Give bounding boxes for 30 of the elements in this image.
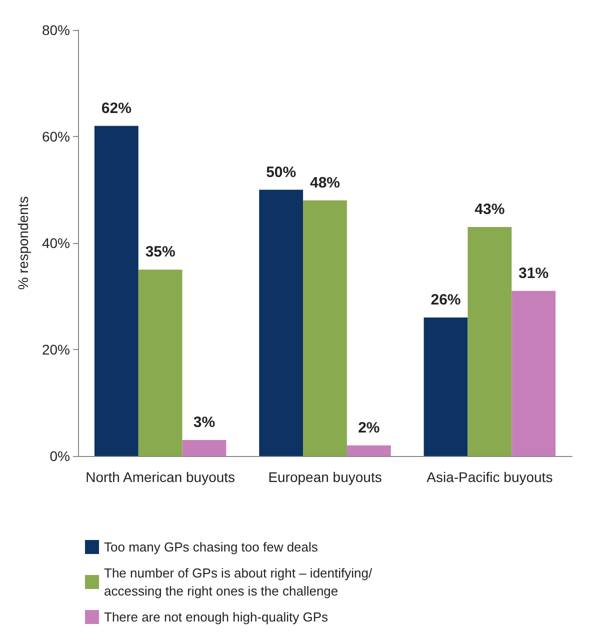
x-tick-label: North American buyouts — [86, 469, 236, 485]
data-label: 3% — [193, 414, 216, 432]
y-tick-label: 40% — [42, 235, 70, 251]
x-tick-label: European buyouts — [268, 469, 382, 485]
y-tick-label: 0% — [50, 448, 70, 464]
bar — [512, 290, 556, 456]
bar — [182, 440, 226, 456]
bar — [94, 126, 138, 456]
legend-label: The number of GPs is about right – identifying/accessing the right ones is the challenge — [104, 566, 372, 598]
data-label: 35% — [145, 244, 176, 261]
data-label: 62% — [101, 100, 132, 117]
bar — [259, 190, 304, 456]
data-label: 31% — [518, 264, 549, 282]
data-label: 50% — [266, 164, 296, 181]
x-tick-label: Asia-Pacific buyouts — [426, 469, 553, 485]
data-label: 48% — [310, 174, 340, 192]
y-tick-label: 80% — [42, 22, 70, 38]
bar — [303, 200, 347, 456]
legend-label: Too many GPs chasing too few deals — [104, 540, 318, 554]
y-axis-title: % respondents — [15, 196, 31, 290]
bar — [468, 227, 512, 456]
data-label: 2% — [358, 419, 380, 436]
y-tick-label: 20% — [42, 342, 70, 358]
bar — [424, 318, 468, 456]
bar — [346, 445, 391, 456]
bar — [138, 270, 182, 456]
y-tick-label: 60% — [42, 128, 70, 144]
data-label: 26% — [430, 292, 461, 309]
legend-label: There are not enough high-quality GPs — [104, 610, 329, 624]
data-label: 43% — [474, 201, 505, 218]
